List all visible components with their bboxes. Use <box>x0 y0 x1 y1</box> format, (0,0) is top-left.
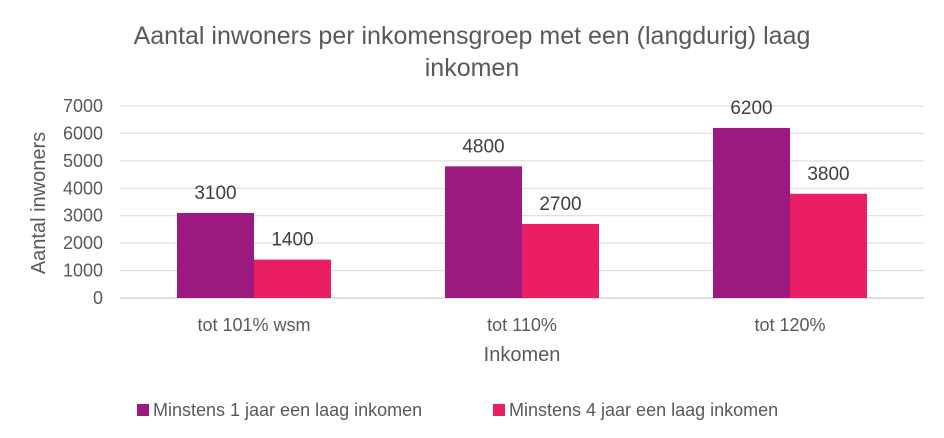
x-axis-title: Inkomen <box>484 344 561 366</box>
y-tick-label: 2000 <box>63 233 103 253</box>
x-tick-label: tot 101% wsm <box>197 315 310 335</box>
data-label: 1400 <box>271 230 313 251</box>
legend-label: Minstens 4 jaar een laag inkomen <box>509 400 778 420</box>
chart-title-line-1: Aantal inwoners per inkomensgroep met ee… <box>134 22 811 50</box>
data-labels: 3100 1400 4800 2700 6200 3800 <box>194 98 849 251</box>
chart-title-line-2: inkomen <box>425 54 520 82</box>
x-tick-label: tot 110% <box>487 315 557 335</box>
bar-series-1 <box>177 212 254 298</box>
legend-swatch <box>493 404 505 416</box>
bar-series-1 <box>713 127 790 298</box>
y-tick-label: 4000 <box>63 178 103 198</box>
data-label: 3800 <box>807 164 849 185</box>
y-tick-label: 6000 <box>63 123 103 143</box>
legend-label: Minstens 1 jaar een laag inkomen <box>153 400 422 420</box>
y-tick-label: 3000 <box>63 206 103 226</box>
y-tick-label: 5000 <box>63 151 103 171</box>
y-tick-label: 0 <box>93 288 103 308</box>
data-label: 4800 <box>462 136 504 157</box>
y-tick-label: 1000 <box>63 261 103 281</box>
y-tick-labels: 0 1000 2000 3000 4000 5000 6000 7000 <box>63 96 103 308</box>
bar-series-2 <box>254 259 331 298</box>
data-label: 6200 <box>730 98 772 119</box>
legend: Minstens 1 jaar een laag inkomen Minstens… <box>137 400 778 420</box>
bar-series-2 <box>522 223 599 298</box>
bars <box>177 127 867 298</box>
bar-series-1 <box>445 166 522 298</box>
bar-series-2 <box>790 193 867 298</box>
x-tick-labels: tot 101% wsm tot 110% tot 120% <box>197 315 825 335</box>
data-label: 2700 <box>539 194 581 215</box>
y-tick-label: 7000 <box>63 96 103 116</box>
data-label: 3100 <box>194 183 236 204</box>
x-tick-label: tot 120% <box>754 315 825 335</box>
y-axis-title: Aantal inwoners <box>28 132 50 274</box>
legend-swatch <box>137 404 149 416</box>
